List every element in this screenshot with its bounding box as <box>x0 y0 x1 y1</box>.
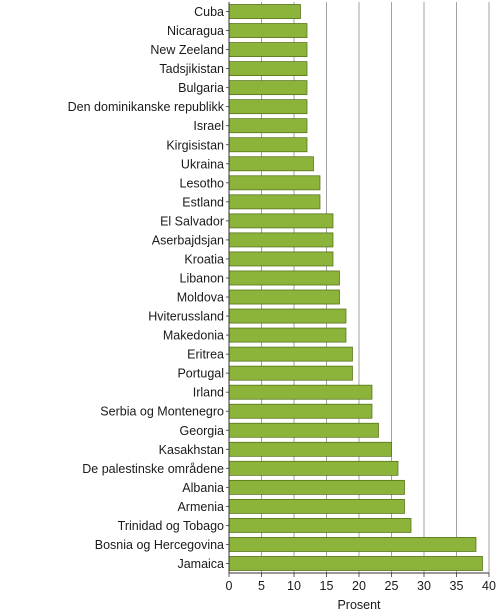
x-axis: 0 5 10 15 20 25 30 35 40 <box>226 2 496 593</box>
category-label: Kasakhstan <box>159 443 224 457</box>
bar <box>228 156 314 172</box>
category-label: Tadsjikistan <box>159 62 224 76</box>
category-label: Trinidad og Tobago <box>118 519 224 533</box>
bar <box>228 137 308 153</box>
bar <box>228 498 405 514</box>
bar <box>228 80 308 96</box>
bar <box>228 537 477 552</box>
category-label: Albania <box>182 481 224 495</box>
category-label: De palestinske områdene <box>82 462 224 476</box>
category-label: Portugal <box>177 367 224 381</box>
x-tick-label: 35 <box>450 579 464 593</box>
bar <box>228 23 308 38</box>
category-label: Cuba <box>194 5 224 19</box>
category-label: Israel <box>193 119 224 133</box>
bars <box>228 4 483 571</box>
x-tick-label: 5 <box>258 579 265 593</box>
bar <box>228 118 308 134</box>
bar <box>228 270 340 286</box>
bar <box>228 251 334 267</box>
category-label: Estland <box>182 195 224 209</box>
gridlines <box>261 2 490 573</box>
category-label: Aserbajdsjan <box>152 233 224 247</box>
category-label: Bosnia og Hercegovina <box>95 538 224 552</box>
bar <box>228 518 412 533</box>
category-label: Moldova <box>177 291 224 305</box>
bar <box>228 194 321 210</box>
bar <box>228 479 405 495</box>
category-label: El Salvador <box>160 214 224 228</box>
x-tick-label: 15 <box>320 579 334 593</box>
bar <box>228 556 483 571</box>
category-label: Jamaica <box>177 557 224 571</box>
bar <box>228 441 392 457</box>
bar <box>228 346 353 362</box>
bar <box>228 384 373 400</box>
bar <box>228 460 399 476</box>
category-label: Kirgisistan <box>166 138 224 152</box>
category-label: Serbia og Montenegro <box>100 405 224 419</box>
bar <box>228 213 334 229</box>
bar <box>228 365 353 381</box>
category-labels: Cuba Nicaragua New Zeeland Tadsjikistan Bulg… <box>68 5 229 571</box>
category-label: Ukraina <box>181 157 224 171</box>
bar <box>228 99 308 115</box>
x-axis-title: Prosent <box>337 598 381 612</box>
category-label: Bulgaria <box>178 81 224 95</box>
category-label: Georgia <box>180 424 225 438</box>
category-label: Den dominikanske republikk <box>68 100 225 114</box>
category-label: Armenia <box>177 500 224 514</box>
category-label: Libanon <box>180 271 225 285</box>
bar <box>228 289 340 305</box>
bar <box>228 232 334 248</box>
bar <box>228 308 347 324</box>
category-label: Hviterussland <box>148 310 224 324</box>
category-label: New Zeeland <box>150 43 224 57</box>
bar <box>228 403 373 419</box>
x-tick-label: 30 <box>417 579 431 593</box>
category-label: Makedonia <box>163 329 224 343</box>
category-label: Kroatia <box>184 252 224 266</box>
x-tick-label: 20 <box>352 579 366 593</box>
category-label: Lesotho <box>180 176 225 190</box>
bar <box>228 61 308 77</box>
bar <box>228 175 321 191</box>
x-tick-label: 25 <box>385 579 399 593</box>
category-label: Nicaragua <box>167 24 224 38</box>
bar <box>228 422 379 438</box>
bar <box>228 327 347 343</box>
category-label: Eritrea <box>187 348 224 362</box>
x-tick-label: 10 <box>287 579 301 593</box>
x-tick-label: 40 <box>482 579 496 593</box>
x-tick-label: 0 <box>226 579 233 593</box>
category-label: Irland <box>193 386 224 400</box>
bar <box>228 4 301 19</box>
bar <box>228 42 308 57</box>
